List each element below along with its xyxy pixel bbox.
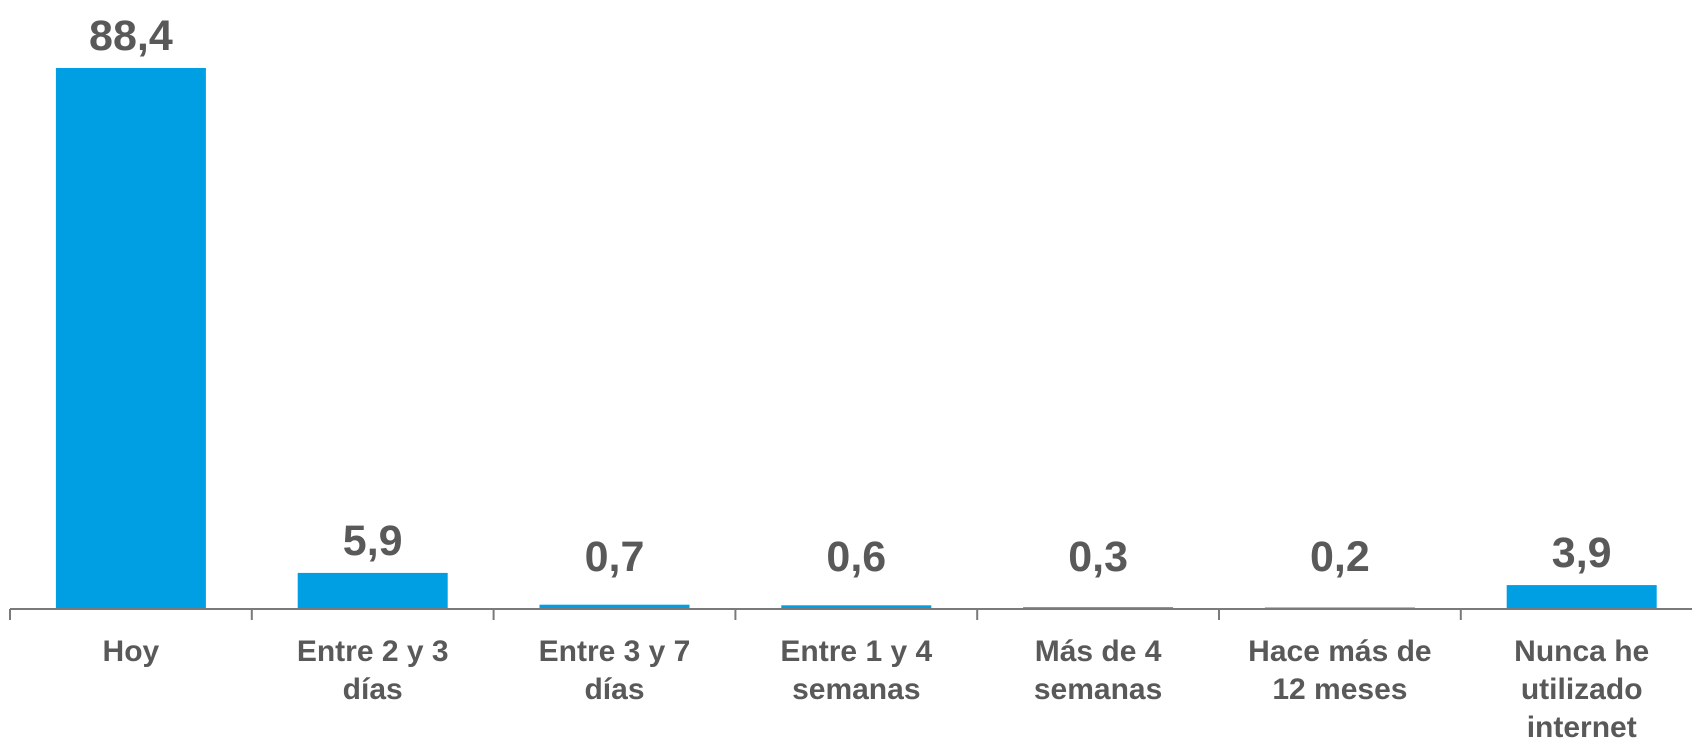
value-label-4: 0,3 <box>1068 533 1128 581</box>
bar-3 <box>781 605 932 609</box>
category-label-6: Nunca he utilizado internet <box>1514 635 1649 743</box>
value-label-2: 0,7 <box>585 533 645 581</box>
bars-group <box>55 68 1657 609</box>
bar-2 <box>539 604 690 609</box>
value-label-5: 0,2 <box>1310 533 1370 581</box>
value-label-0: 88,4 <box>89 12 173 60</box>
category-label-5: Hace más de 12 meses <box>1248 635 1431 706</box>
value-labels-group: 88,4 5,9 0,7 0,6 0,3 0,2 3,9 <box>89 12 1612 581</box>
x-axis <box>9 608 1692 620</box>
category-label-2: Entre 3 y 7 días <box>539 635 691 706</box>
bar-6 <box>1506 585 1657 609</box>
value-label-1: 5,9 <box>343 517 403 565</box>
bar-0 <box>55 68 206 609</box>
category-label-0: Hoy <box>103 635 160 668</box>
value-label-6: 3,9 <box>1552 529 1612 577</box>
value-label-3: 0,6 <box>826 533 886 581</box>
category-label-3: Entre 1 y 4 semanas <box>780 635 932 706</box>
category-labels-group: Hoy Entre 2 y 3 días Entre 3 y 7 días Entre 1… <box>103 635 1650 743</box>
category-label-1: Entre 2 y 3 días <box>297 635 449 706</box>
bar-1 <box>297 572 448 609</box>
category-label-4: Más de 4 semanas <box>1034 635 1162 706</box>
